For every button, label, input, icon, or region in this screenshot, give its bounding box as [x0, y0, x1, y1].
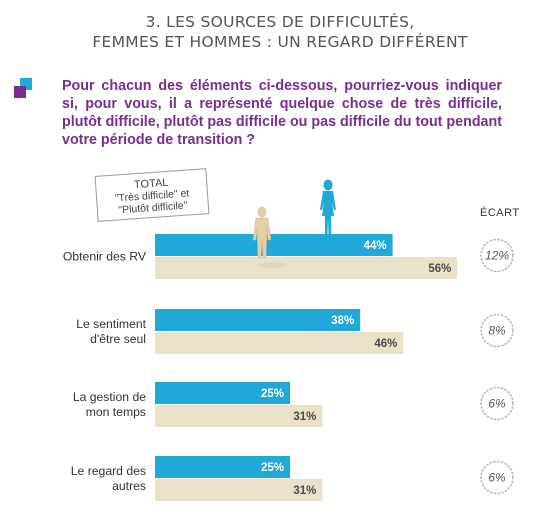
ecart-value: 6%: [488, 397, 506, 411]
survey-question: Pour chacun des éléments ci-dessous, pou…: [62, 78, 503, 148]
bar-men: [155, 479, 323, 501]
ecart-header: ÉCART: [480, 207, 520, 219]
ecart-circle: [480, 460, 514, 495]
woman-figure-icon: [320, 179, 336, 234]
category-label: Le regard des: [71, 464, 146, 478]
man-figure-icon: [252, 206, 286, 268]
ecart-circle: [480, 313, 514, 348]
category-label: Le sentiment: [76, 317, 146, 331]
bar-women: [155, 234, 393, 256]
title-line-2: FEMMES ET HOMMES : UN REGARD DIFFÉRENT: [92, 33, 468, 51]
category-label: d'être seul: [90, 332, 146, 346]
bar-women: [155, 382, 290, 404]
ecart-value: 6%: [488, 471, 506, 485]
data-label-women: 38%: [331, 315, 354, 327]
bar-women: [155, 456, 290, 478]
bar-men: [155, 332, 404, 354]
bar-men: [155, 257, 458, 279]
data-label-women: 44%: [364, 240, 387, 252]
category-label: autres: [112, 479, 146, 493]
ecart-value: 8%: [488, 324, 506, 338]
page-title: 3. LES SOURCES DE DIFFICULTÉS, FEMMES ET…: [0, 12, 560, 52]
ecart-value: 12%: [485, 249, 509, 263]
question-bullet-icon: [14, 78, 34, 98]
bar-men: [155, 405, 323, 427]
ecart-circle: [480, 386, 514, 421]
title-line-1: 3. LES SOURCES DE DIFFICULTÉS,: [145, 13, 415, 31]
data-label-men: 31%: [293, 485, 316, 497]
data-label-men: 46%: [374, 338, 397, 350]
category-label: mon temps: [86, 405, 146, 419]
data-label-women: 25%: [261, 462, 284, 474]
category-label: Obtenir des RV: [63, 250, 147, 264]
ecart-circle: [480, 238, 514, 273]
category-label: La gestion de: [73, 390, 146, 404]
data-label-men: 31%: [293, 411, 316, 423]
bar-women: [155, 309, 361, 331]
data-label-men: 56%: [428, 263, 451, 275]
data-label-women: 25%: [261, 388, 284, 400]
